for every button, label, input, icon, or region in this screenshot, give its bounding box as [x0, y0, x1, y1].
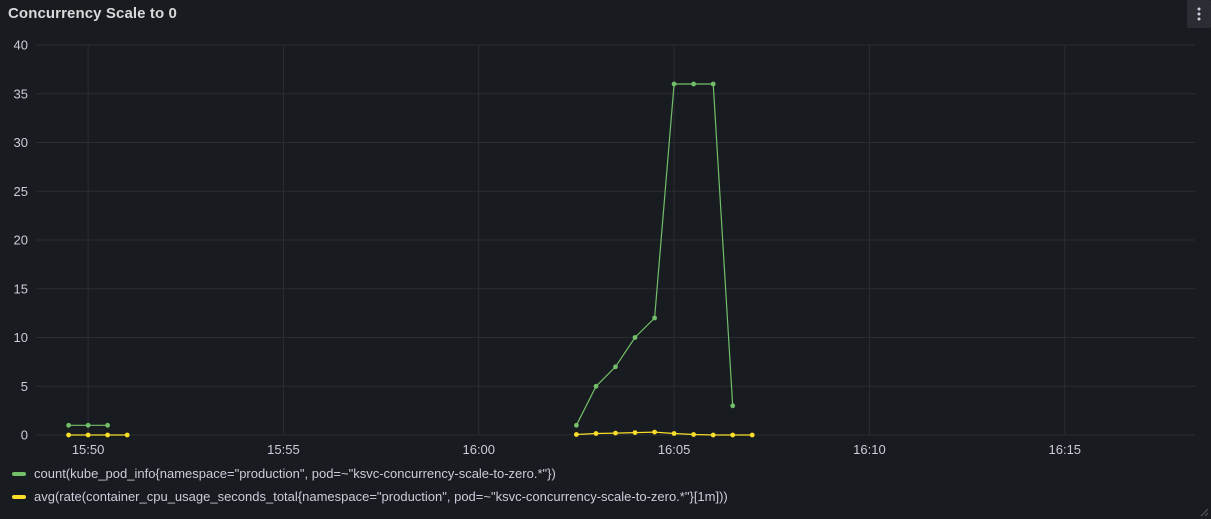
- data-point[interactable]: [574, 422, 579, 428]
- data-point[interactable]: [710, 81, 716, 87]
- chart-grid: [36, 44, 1195, 436]
- data-point[interactable]: [632, 335, 638, 340]
- data-point[interactable]: [671, 81, 677, 87]
- x-axis: 15:50 15:55 16:00 16:05 16:10 16:15: [72, 442, 1081, 457]
- x-tick-label: 15:50: [72, 442, 105, 457]
- series-line: [575, 83, 734, 426]
- legend-label: avg(rate(container_cpu_usage_seconds_tot…: [34, 489, 728, 504]
- y-tick-label: 20: [14, 233, 28, 248]
- resize-handle-icon[interactable]: [1199, 507, 1209, 517]
- legend-swatch-yellow: [12, 494, 26, 499]
- y-tick-label: 25: [14, 184, 28, 199]
- data-point[interactable]: [105, 422, 110, 428]
- y-tick-label: 35: [14, 86, 28, 101]
- kebab-menu-icon: [1197, 7, 1201, 21]
- data-point[interactable]: [652, 429, 657, 435]
- data-point[interactable]: [574, 432, 579, 437]
- data-point[interactable]: [613, 364, 618, 370]
- data-point[interactable]: [730, 403, 736, 409]
- data-point[interactable]: [710, 432, 716, 438]
- x-tick-label: 16:00: [462, 442, 495, 457]
- chart-series[interactable]: [66, 81, 755, 438]
- data-point[interactable]: [593, 383, 599, 389]
- data-point[interactable]: [124, 432, 130, 438]
- data-point[interactable]: [66, 432, 71, 438]
- y-tick-label: 15: [14, 281, 28, 296]
- data-point[interactable]: [85, 422, 91, 428]
- y-tick-label: 10: [14, 330, 28, 345]
- y-tick-label: 0: [21, 428, 28, 443]
- series-cpu-usage[interactable]: [66, 429, 755, 438]
- data-point[interactable]: [691, 81, 696, 87]
- x-tick-label: 16:05: [658, 442, 691, 457]
- series-line: [576, 431, 753, 436]
- series-pod-count[interactable]: [66, 81, 736, 428]
- data-point[interactable]: [613, 430, 618, 436]
- data-point[interactable]: [730, 432, 736, 438]
- x-tick-label: 16:10: [853, 442, 886, 457]
- data-point[interactable]: [691, 432, 696, 437]
- data-point[interactable]: [105, 432, 110, 438]
- x-tick-label: 15:55: [267, 442, 300, 457]
- time-series-chart[interactable]: 0 5 10 15 20 25 30 35 40 15:50 15:55 16:00 16:05 16:…: [0, 0, 1211, 462]
- data-point[interactable]: [85, 432, 91, 438]
- legend-swatch-green: [12, 471, 26, 476]
- data-point[interactable]: [671, 431, 677, 436]
- y-tick-label: 40: [14, 38, 28, 53]
- y-axis: 0 5 10 15 20 25 30 35 40: [14, 38, 28, 443]
- data-point[interactable]: [593, 431, 599, 436]
- legend-item-cpu-usage[interactable]: avg(rate(container_cpu_usage_seconds_tot…: [12, 487, 728, 506]
- legend-label: count(kube_pod_info{namespace="productio…: [34, 466, 556, 481]
- y-tick-label: 30: [14, 135, 28, 150]
- data-point[interactable]: [749, 432, 755, 438]
- x-tick-label: 16:15: [1049, 442, 1082, 457]
- chart-legend: count(kube_pod_info{namespace="productio…: [12, 464, 728, 510]
- data-point[interactable]: [652, 315, 657, 321]
- legend-item-pod-count[interactable]: count(kube_pod_info{namespace="productio…: [12, 464, 728, 483]
- data-point[interactable]: [66, 422, 71, 428]
- panel-title[interactable]: Concurrency Scale to 0: [8, 5, 177, 22]
- panel-menu-button[interactable]: [1187, 0, 1211, 28]
- y-tick-label: 5: [21, 379, 28, 394]
- data-point[interactable]: [632, 430, 638, 435]
